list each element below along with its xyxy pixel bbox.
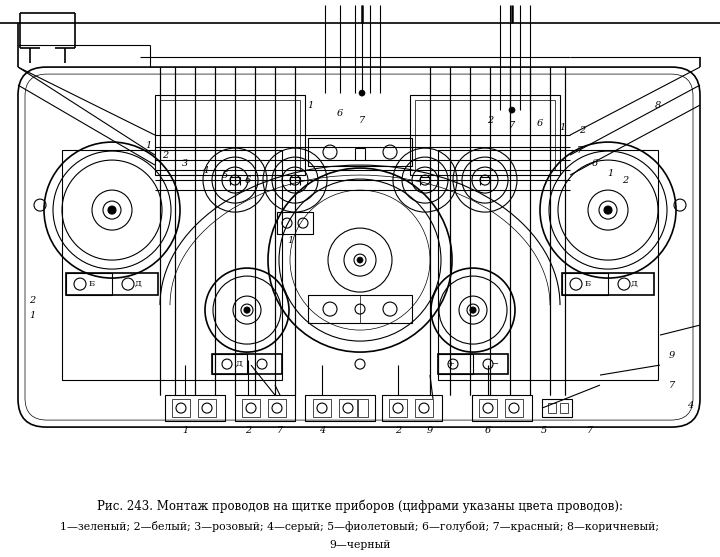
- Bar: [548, 403, 556, 413]
- Bar: [66, 273, 112, 295]
- Text: 1—зеленый; 2—белый; 3—розовый; 4—серый; 5—фиолетовый; 6—голубой; 7—красный; 8—ко: 1—зеленый; 2—белый; 3—розовый; 4—серый; …: [60, 521, 660, 532]
- Bar: [479, 399, 497, 417]
- Text: 4: 4: [319, 426, 325, 434]
- Text: Б: Б: [89, 280, 95, 288]
- Text: 2: 2: [162, 150, 168, 159]
- Text: 7: 7: [509, 120, 515, 130]
- Text: 6: 6: [485, 426, 491, 434]
- Text: Рис. 243. Монтаж проводов на щитке приборов (цифрами указаны цвета проводов):: Рис. 243. Монтаж проводов на щитке прибо…: [97, 499, 623, 512]
- Circle shape: [509, 107, 515, 113]
- Text: Д: Д: [631, 280, 637, 288]
- Circle shape: [244, 307, 250, 313]
- Bar: [308, 295, 412, 323]
- Text: 6: 6: [537, 119, 543, 128]
- Bar: [212, 354, 282, 374]
- Bar: [560, 403, 568, 413]
- Text: 2: 2: [395, 426, 401, 434]
- Circle shape: [604, 206, 612, 214]
- Bar: [165, 395, 225, 421]
- Bar: [438, 354, 508, 374]
- Bar: [358, 399, 368, 417]
- Circle shape: [108, 206, 116, 214]
- Text: 7: 7: [359, 116, 365, 125]
- Bar: [472, 395, 532, 421]
- Bar: [438, 354, 473, 374]
- Bar: [172, 399, 190, 417]
- Bar: [438, 150, 658, 380]
- Bar: [160, 100, 300, 170]
- Text: 2: 2: [29, 296, 35, 305]
- Bar: [242, 399, 260, 417]
- Bar: [562, 273, 654, 295]
- Text: 4: 4: [687, 400, 693, 409]
- Bar: [198, 399, 216, 417]
- Bar: [382, 395, 442, 421]
- Bar: [268, 399, 286, 417]
- Bar: [389, 399, 407, 417]
- Text: 1: 1: [607, 169, 613, 178]
- Text: Д: Д: [235, 360, 243, 368]
- Text: +: +: [448, 360, 454, 368]
- Text: 9: 9: [427, 426, 433, 434]
- Text: 2: 2: [487, 116, 493, 125]
- Text: 5: 5: [541, 426, 547, 434]
- Bar: [562, 273, 608, 295]
- Text: 9: 9: [669, 350, 675, 360]
- Text: 8: 8: [655, 101, 661, 110]
- Text: 1: 1: [559, 123, 565, 131]
- Text: 1: 1: [29, 311, 35, 320]
- Text: 4: 4: [202, 165, 208, 174]
- Text: 7: 7: [577, 145, 583, 155]
- Bar: [308, 295, 360, 323]
- Bar: [66, 273, 158, 295]
- Text: 6: 6: [245, 175, 251, 184]
- Bar: [410, 95, 560, 175]
- Text: 7: 7: [669, 380, 675, 389]
- Text: 2: 2: [579, 125, 585, 135]
- Bar: [305, 395, 375, 421]
- Bar: [339, 399, 357, 417]
- Bar: [235, 395, 295, 421]
- Circle shape: [357, 257, 363, 263]
- Text: 3: 3: [182, 159, 188, 168]
- Circle shape: [359, 90, 365, 96]
- Text: 1: 1: [145, 140, 151, 150]
- Text: 6: 6: [592, 159, 598, 168]
- Text: 9—черный: 9—черный: [329, 540, 391, 550]
- Bar: [308, 138, 412, 166]
- Circle shape: [470, 307, 476, 313]
- Text: 7: 7: [277, 426, 283, 434]
- Bar: [415, 399, 433, 417]
- Bar: [505, 399, 523, 417]
- Bar: [313, 399, 331, 417]
- Text: −: −: [492, 360, 498, 368]
- Text: Б: Б: [585, 280, 591, 288]
- Bar: [62, 150, 282, 380]
- Bar: [277, 212, 313, 234]
- Text: 1: 1: [182, 426, 188, 434]
- Bar: [212, 354, 247, 374]
- Text: 2: 2: [245, 426, 251, 434]
- Text: 1: 1: [307, 101, 313, 110]
- Text: 2: 2: [622, 175, 628, 184]
- Text: Д: Д: [135, 280, 141, 288]
- Text: 7: 7: [587, 426, 593, 434]
- Text: 5: 5: [222, 170, 228, 179]
- Text: 1: 1: [287, 236, 293, 245]
- Bar: [155, 95, 305, 175]
- Text: 6: 6: [337, 109, 343, 118]
- Bar: [542, 399, 572, 417]
- Bar: [415, 100, 555, 170]
